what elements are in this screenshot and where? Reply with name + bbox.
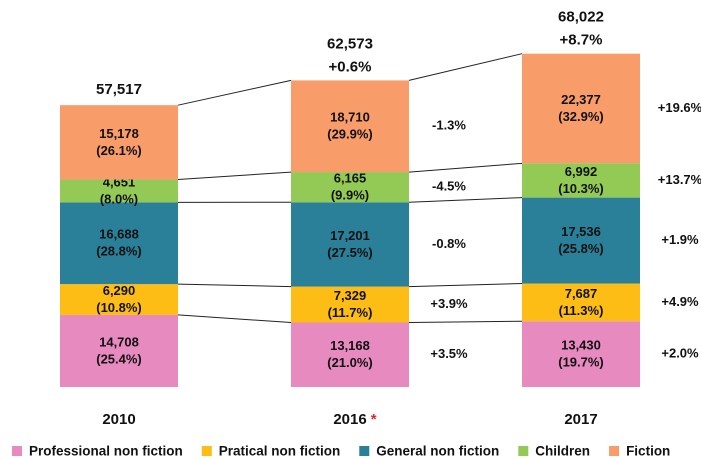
connector — [177, 171, 292, 181]
value-label: 6,165 — [334, 171, 367, 186]
bar-segment — [60, 284, 178, 315]
share-label: (19.7%) — [558, 355, 604, 370]
connector — [408, 283, 523, 288]
share-label: (21.0%) — [327, 355, 373, 370]
bar-segment — [291, 322, 409, 387]
total-label: 68,022 — [558, 9, 604, 26]
change-label: +1.9% — [661, 232, 699, 247]
legend-label: Fiction — [626, 444, 670, 459]
share-label: (11.3%) — [559, 303, 604, 318]
connector — [408, 320, 523, 323]
legend-label: General non fiction — [376, 444, 499, 459]
x-tick-label: 2016 — [333, 411, 366, 428]
change-label: +3.9% — [430, 296, 468, 311]
value-label: 16,688 — [99, 227, 139, 242]
legend-label: Children — [535, 444, 590, 459]
change-label: +19.6% — [658, 100, 701, 115]
value-label: 13,430 — [561, 338, 601, 353]
change-label: -4.5% — [432, 179, 466, 194]
share-label: (25.4%) — [96, 351, 142, 366]
value-label: 6,290 — [103, 283, 136, 298]
bar-segment — [60, 314, 178, 387]
connector — [177, 283, 292, 288]
bar-segment — [522, 283, 640, 322]
share-label: (8.0%) — [100, 191, 138, 206]
share-label: (10.3%) — [558, 181, 604, 196]
change-label: +3.5% — [430, 346, 468, 361]
total-label: 57,517 — [96, 81, 142, 98]
connector — [408, 162, 523, 173]
share-label: (28.8%) — [96, 244, 142, 259]
legend-label: Professional non fiction — [29, 444, 183, 459]
share-label: (29.9%) — [327, 127, 373, 142]
bar-segment — [522, 163, 640, 198]
share-label: (26.1%) — [96, 143, 142, 158]
share-label: (9.9%) — [331, 188, 369, 203]
legend-swatch — [609, 446, 620, 456]
value-label: 17,201 — [330, 228, 370, 243]
legend-swatch — [359, 446, 370, 456]
annotation: * — [371, 411, 377, 428]
connector — [177, 79, 292, 106]
value-label: 7,329 — [334, 288, 367, 303]
legend-swatch — [518, 446, 529, 456]
bar-segment — [291, 286, 409, 323]
change-label: -0.8% — [432, 236, 466, 251]
share-label: (11.7%) — [328, 305, 373, 320]
change-label: -1.3% — [432, 118, 466, 133]
legend-swatch — [12, 446, 22, 456]
total-change: +8.7% — [560, 32, 603, 49]
total-change: +0.6% — [329, 58, 372, 75]
legend-swatch — [201, 446, 212, 456]
bar-segment — [60, 179, 178, 203]
legend-label: Pratical non fiction — [219, 444, 341, 459]
change-label: +2.0% — [661, 346, 699, 361]
bar-segment — [291, 172, 409, 203]
total-label: 62,573 — [327, 35, 373, 52]
connector — [177, 314, 292, 323]
x-tick-label: 2010 — [102, 411, 135, 428]
value-label: 18,710 — [330, 110, 370, 125]
bar-segment — [522, 53, 640, 164]
bar-segment — [60, 105, 178, 180]
change-label: +4.9% — [661, 294, 699, 309]
bar-segment — [291, 202, 409, 287]
value-label: 14,708 — [99, 334, 139, 349]
connector — [408, 53, 523, 81]
share-label: (10.8%) — [96, 300, 142, 315]
bar-segment — [60, 202, 178, 285]
bar-segment — [522, 321, 640, 387]
value-label: 13,168 — [330, 338, 370, 353]
share-label: (32.9%) — [558, 109, 604, 124]
value-label: 17,536 — [561, 224, 601, 239]
x-tick-label: 2017 — [564, 411, 597, 428]
value-label: 7,687 — [565, 286, 598, 301]
change-label: +13.7% — [658, 172, 701, 187]
value-label: 22,377 — [561, 92, 601, 107]
bar-segment — [522, 197, 640, 284]
value-label: 15,178 — [99, 126, 139, 141]
share-label: (27.5%) — [327, 245, 373, 260]
connector — [408, 197, 523, 203]
value-label: 6,992 — [565, 164, 598, 179]
share-label: (25.8%) — [558, 241, 604, 256]
bar-segment — [291, 80, 409, 173]
